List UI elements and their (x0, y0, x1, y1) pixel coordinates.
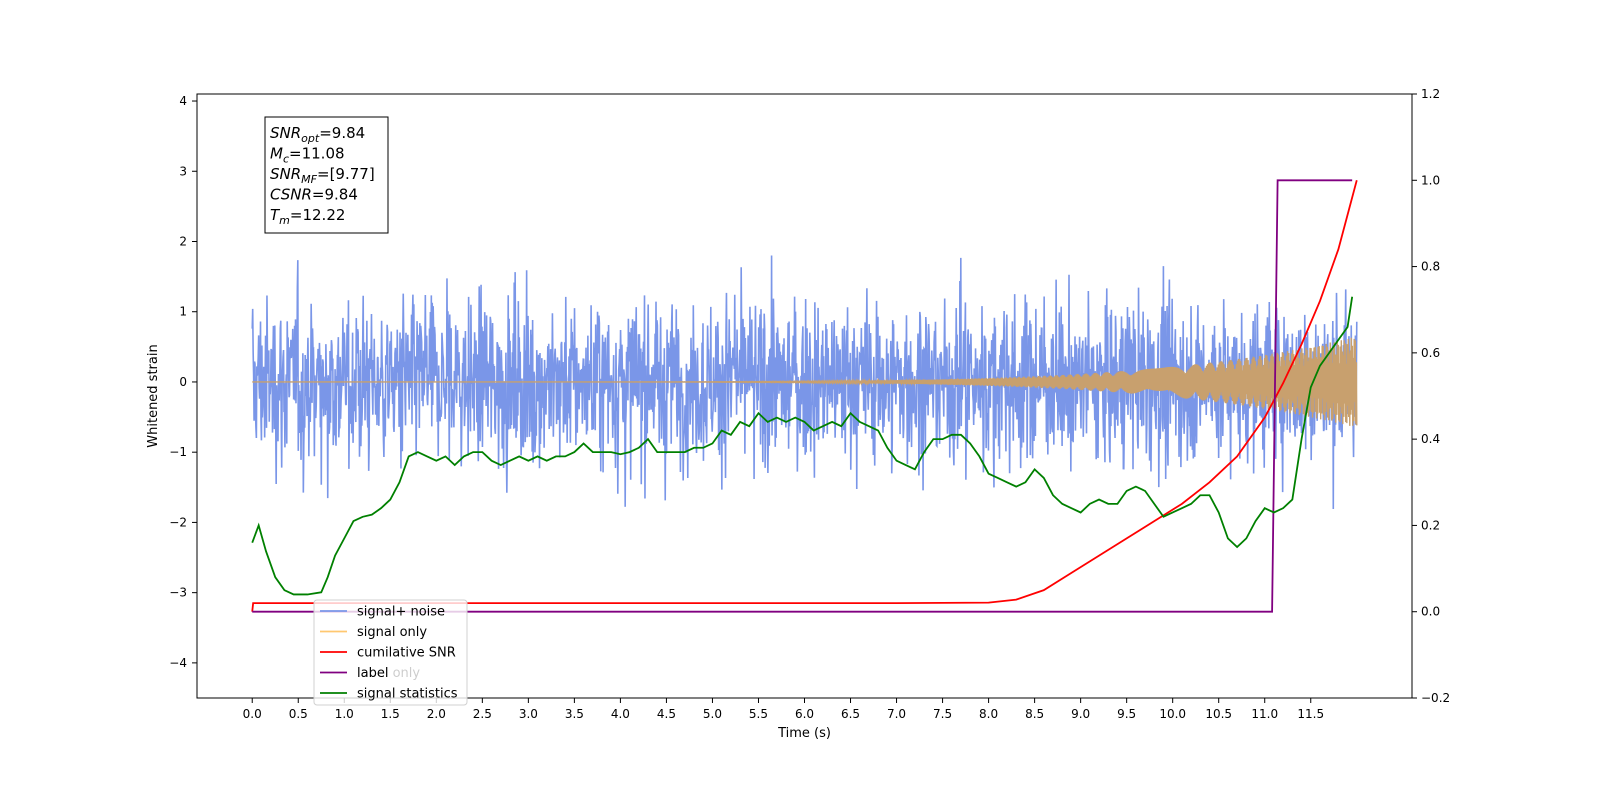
x-tick-label: 7.0 (887, 707, 906, 721)
y2-tick-label: 0.0 (1421, 605, 1440, 619)
legend-entry-label: label (357, 666, 388, 681)
stat-line: CSNR=9.84 (270, 186, 358, 204)
y-tick-label: −3 (169, 586, 187, 600)
y2-tick-label: 0.8 (1421, 260, 1440, 274)
x-tick-label: 2.5 (473, 707, 492, 721)
y2-tick-label: 0.6 (1421, 346, 1440, 360)
x-tick-label: 9.5 (1117, 707, 1136, 721)
y2-tick-label: −0.2 (1421, 691, 1450, 705)
stats-box-frame (264, 116, 389, 234)
x-tick-label: 4.0 (611, 707, 630, 721)
y-tick-label: −1 (169, 445, 187, 459)
x-tick-label: 7.5 (933, 707, 952, 721)
y2-tick-label: 0.2 (1421, 518, 1440, 532)
series-cumulative-snr-line (251, 180, 1358, 612)
x-tick-label: 1.0 (335, 707, 354, 721)
x-tick-label: 1.5 (381, 707, 400, 721)
x-tick-label: 2.0 (427, 707, 446, 721)
series-label-line (252, 179, 1353, 613)
y2-tick-label: 1.0 (1421, 173, 1440, 187)
x-tick-label: 9.0 (1071, 707, 1090, 721)
x-tick-label: 8.0 (979, 707, 998, 721)
legend-entry-label: signal+ noise (357, 605, 445, 620)
stat-line: Tm=12.22 (270, 206, 345, 227)
y-axis-label: Whitened strain (146, 344, 161, 447)
x-tick-label: 3.5 (565, 707, 584, 721)
x-tick-label: 6.0 (795, 707, 814, 721)
x-tick-label: 0.5 (289, 707, 308, 721)
y2-tick-label: 1.2 (1421, 87, 1440, 101)
series-layer (251, 179, 1358, 613)
legend-entry-label: signal only (357, 625, 427, 640)
y-tick-label: −2 (169, 515, 187, 529)
x-axis-label: Time (s) (777, 726, 831, 741)
legend-entry-label: signal statistics (357, 687, 458, 702)
y-tick-label: 2 (179, 234, 187, 248)
stat-line: SNRMF=[9.77] (270, 165, 375, 186)
y2-tick-label: 0.4 (1421, 432, 1440, 446)
y-tick-label: 4 (179, 94, 187, 108)
legend-frame (313, 599, 468, 706)
x-tick-label: 11.5 (1297, 707, 1324, 721)
x-tick-label: 3.0 (519, 707, 538, 721)
y-tick-label: −4 (169, 656, 187, 670)
stat-line: SNRopt=9.84 (270, 124, 365, 145)
x-tick-label: 4.5 (657, 707, 676, 721)
x-tick-label: 10.5 (1205, 707, 1232, 721)
y-tick-label: 0 (179, 375, 187, 389)
x-tick-label: 0.0 (243, 707, 262, 721)
x-tick-label: 6.5 (841, 707, 860, 721)
legend-entry-label: cumilative SNR (357, 646, 456, 661)
stats-annotation-box: SNRopt=9.84Mc=11.08SNRMF=[9.77]CSNR=9.84… (264, 116, 389, 234)
y-tick-label: 3 (179, 164, 187, 178)
ticks-layer: 0.0 0.5 1.0 1.5 2.0 2.5 3.0 3.5 4.0 4.5 5.0 5.5 6.0 6… (169, 87, 1450, 721)
series-signal-statistics-line (251, 296, 1354, 596)
x-tick-label: 11.0 (1251, 707, 1278, 721)
x-tick-label: 5.5 (749, 707, 768, 721)
stat-line: Mc=11.08 (270, 145, 345, 166)
x-tick-label: 8.5 (1025, 707, 1044, 721)
x-tick-label: 5.0 (703, 707, 722, 721)
y-tick-label: 1 (179, 305, 187, 319)
series-signal-only-line (252, 337, 1358, 426)
x-tick-label: 10.0 (1159, 707, 1186, 721)
